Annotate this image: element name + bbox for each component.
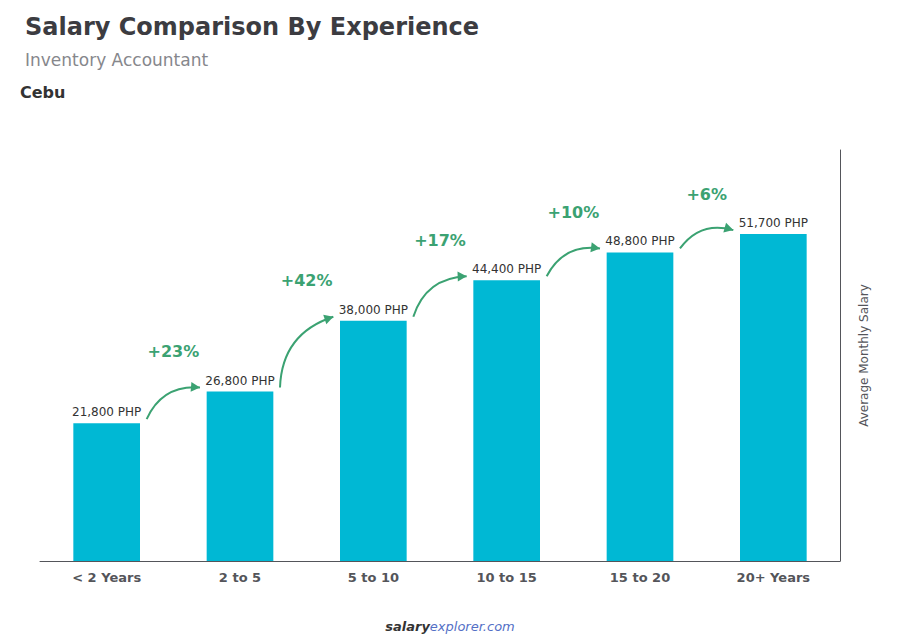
svg-text:44,400 PHP: 44,400 PHP (472, 262, 541, 276)
svg-text:Average Monthly Salary: Average Monthly Salary (857, 284, 871, 427)
svg-text:38,000 PHP: 38,000 PHP (339, 303, 408, 317)
svg-text:26,800 PHP: 26,800 PHP (205, 374, 274, 388)
svg-text:salary: salary (385, 619, 430, 634)
svg-text:21,800 PHP: 21,800 PHP (72, 405, 141, 419)
svg-text:Inventory Accountant: Inventory Accountant (25, 50, 208, 70)
svg-text:51,700 PHP: 51,700 PHP (739, 216, 808, 230)
svg-text:+10%: +10% (547, 203, 599, 222)
svg-text:5 to 10: 5 to 10 (348, 570, 399, 585)
svg-text:48,800 PHP: 48,800 PHP (605, 234, 674, 248)
svg-text:+23%: +23% (147, 342, 199, 361)
svg-text:2 to 5: 2 to 5 (219, 570, 261, 585)
svg-text:15 to 20: 15 to 20 (610, 570, 670, 585)
svg-text:< 2 Years: < 2 Years (72, 570, 141, 585)
svg-text:+42%: +42% (281, 271, 333, 290)
svg-text:10 to 15: 10 to 15 (476, 570, 536, 585)
svg-text:explorer.com: explorer.com (430, 619, 515, 634)
svg-text:+17%: +17% (414, 231, 466, 250)
svg-text:Cebu: Cebu (20, 83, 65, 102)
svg-text:20+ Years: 20+ Years (737, 570, 811, 585)
svg-text:+6%: +6% (686, 185, 727, 204)
svg-text:Salary Comparison By Experienc: Salary Comparison By Experience (25, 13, 479, 41)
